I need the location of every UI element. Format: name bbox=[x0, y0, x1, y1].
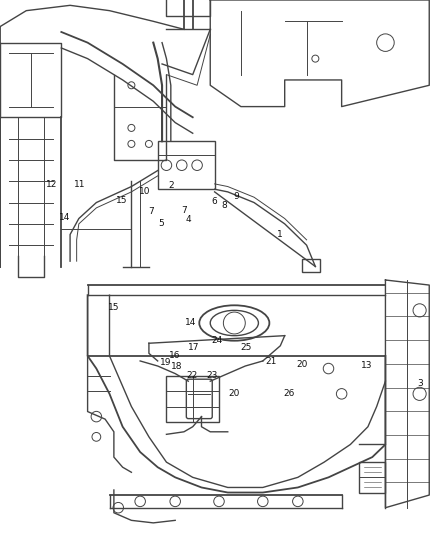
Text: 3: 3 bbox=[417, 379, 424, 387]
Text: 15: 15 bbox=[116, 196, 127, 205]
Text: 20: 20 bbox=[297, 360, 308, 369]
Text: 9: 9 bbox=[233, 192, 240, 201]
Text: 8: 8 bbox=[222, 201, 228, 210]
Text: 12: 12 bbox=[46, 180, 57, 189]
Bar bbox=[166, 376, 219, 422]
Bar bbox=[302, 259, 320, 272]
Text: 7: 7 bbox=[148, 207, 154, 216]
Text: 23: 23 bbox=[206, 371, 217, 380]
Text: 20: 20 bbox=[229, 389, 240, 398]
Text: 2: 2 bbox=[168, 181, 173, 190]
Bar bbox=[359, 462, 385, 492]
Text: 25: 25 bbox=[240, 343, 252, 352]
Text: 11: 11 bbox=[74, 180, 86, 189]
Text: 10: 10 bbox=[139, 187, 150, 196]
Text: 1: 1 bbox=[277, 230, 283, 239]
Text: 19: 19 bbox=[160, 358, 171, 367]
Bar bbox=[158, 141, 215, 189]
Text: 22: 22 bbox=[186, 371, 198, 380]
Text: 15: 15 bbox=[108, 303, 120, 312]
Text: 13: 13 bbox=[361, 361, 373, 370]
Text: 24: 24 bbox=[211, 336, 223, 345]
Text: 14: 14 bbox=[59, 213, 71, 222]
Text: 21: 21 bbox=[265, 357, 276, 366]
Text: 4: 4 bbox=[186, 215, 191, 223]
Text: 17: 17 bbox=[188, 343, 200, 352]
Text: 16: 16 bbox=[169, 351, 180, 360]
Text: 26: 26 bbox=[283, 389, 295, 398]
Text: 7: 7 bbox=[181, 206, 187, 215]
Text: 5: 5 bbox=[158, 219, 164, 228]
Text: 18: 18 bbox=[171, 362, 182, 371]
Text: 14: 14 bbox=[185, 318, 196, 327]
Text: 6: 6 bbox=[212, 197, 218, 206]
